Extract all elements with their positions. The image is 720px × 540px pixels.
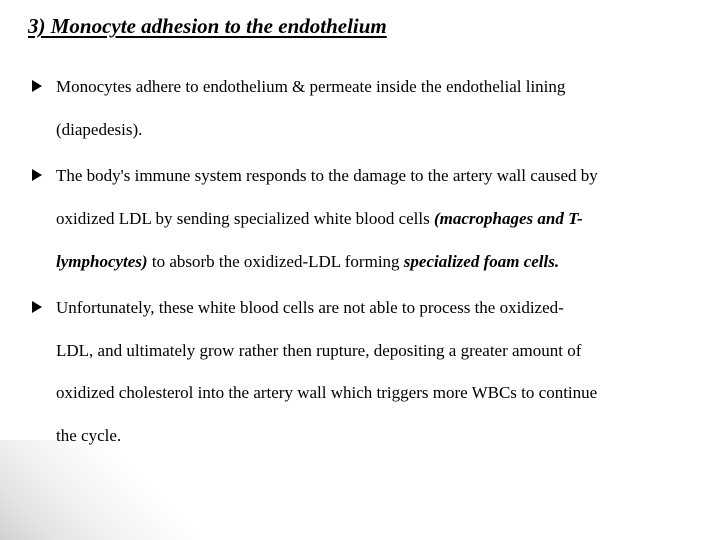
bullet-line: oxidized cholesterol into the artery wal… bbox=[56, 381, 692, 406]
bullet-line: lymphocytes) to absorb the oxidized-LDL … bbox=[56, 250, 692, 275]
bullet-item: Monocytes adhere to endothelium & permea… bbox=[28, 75, 692, 142]
bullet-line: Unfortunately, these white blood cells a… bbox=[56, 296, 692, 321]
text-segment: The body's immune system responds to the… bbox=[56, 166, 598, 185]
bullet-item: Unfortunately, these white blood cells a… bbox=[28, 296, 692, 449]
text-segment: (diapedesis). bbox=[56, 120, 142, 139]
text-segment: oxidized LDL by sending specialized whit… bbox=[56, 209, 434, 228]
text-segment: to absorb the oxidized-LDL forming bbox=[148, 252, 404, 271]
bullet-line: (diapedesis). bbox=[56, 118, 692, 143]
bullet-line: Monocytes adhere to endothelium & permea… bbox=[56, 75, 692, 100]
slide-title: 3) Monocyte adhesion to the endothelium bbox=[28, 14, 692, 39]
corner-gradient bbox=[0, 440, 200, 540]
text-segment: the cycle. bbox=[56, 426, 121, 445]
bullet-list: Monocytes adhere to endothelium & permea… bbox=[28, 75, 692, 449]
bullet-line: oxidized LDL by sending specialized whit… bbox=[56, 207, 692, 232]
text-segment: lymphocytes) bbox=[56, 252, 148, 271]
text-segment: Unfortunately, these white blood cells a… bbox=[56, 298, 564, 317]
bullet-line: The body's immune system responds to the… bbox=[56, 164, 692, 189]
text-segment: LDL, and ultimately grow rather then rup… bbox=[56, 341, 581, 360]
text-segment: oxidized cholesterol into the artery wal… bbox=[56, 383, 597, 402]
bullet-item: The body's immune system responds to the… bbox=[28, 164, 692, 274]
bullet-line: the cycle. bbox=[56, 424, 692, 449]
text-segment: Monocytes adhere to endothelium & permea… bbox=[56, 77, 565, 96]
text-segment: (macrophages and T- bbox=[434, 209, 583, 228]
bullet-line: LDL, and ultimately grow rather then rup… bbox=[56, 339, 692, 364]
text-segment: specialized foam cells. bbox=[404, 252, 559, 271]
